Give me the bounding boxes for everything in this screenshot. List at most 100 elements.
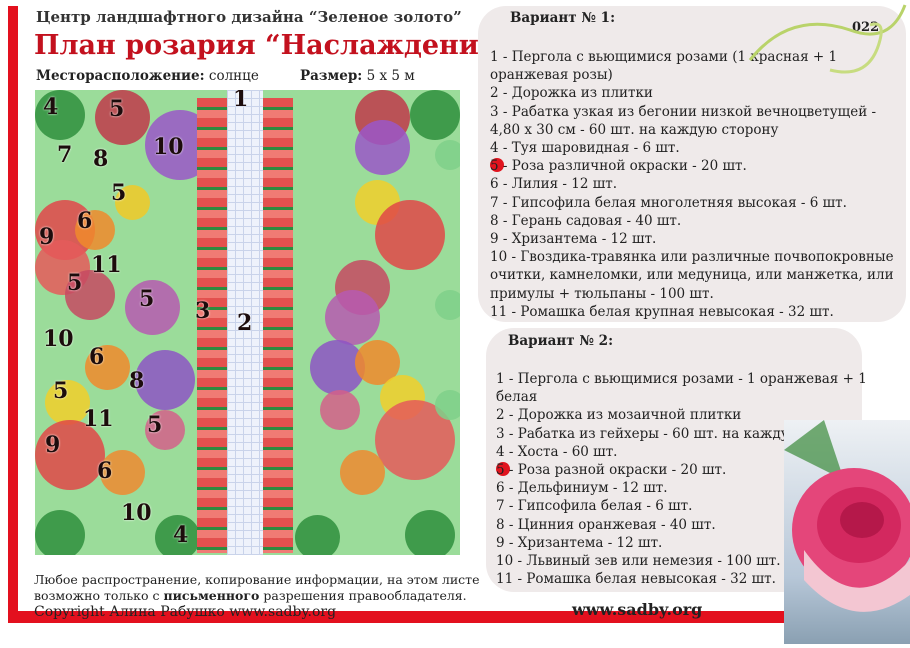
plan-label: 10 [153,134,184,160]
copyright-line-1: Любое распространение, копирование инфор… [34,572,480,587]
list-item: 9 - Хризантема - 12 шт. [490,230,894,248]
list-item-text: 3 - Рабатка узкая из бегонии низкой вечн… [490,103,877,120]
list-item-text: 7 - Гипсофила белая многолетняя высокая … [490,194,847,211]
plant-blob [125,280,180,335]
plant-blob [65,270,115,320]
rose-photo [784,420,910,644]
plan-label: 5 [147,412,163,438]
begonia-border-right [263,98,293,553]
variant-1-list: 1 - Пергола с вьющимися розами (1 красна… [490,48,894,321]
plan-label: 10 [121,500,152,526]
plant-blob [410,90,460,140]
list-item-text: 4 - Туя шаровидная - 6 шт. [490,140,680,157]
list-item-text: 10 - Гвоздика-травянка или различные поч… [490,249,894,266]
list-item: 2 - Дорожка из мозаичной плитки [496,406,867,424]
plan-label: 5 [53,378,69,404]
list-item: оранжевая розы) [490,66,894,84]
location-value: солнце [208,68,259,84]
highlight-dot-icon [496,462,510,477]
list-item: 4 - Туя шаровидная - 6 шт. [490,139,894,157]
list-item-text: 1 - Пергола с вьющимися розами - 1 оранж… [496,371,867,387]
list-item: 4 - Хоста - 60 шт. [496,443,867,461]
plant-blob [35,90,85,140]
list-item-text: примулы + тюльпаны - 100 шт. [490,285,714,302]
list-item: 7 - Гипсофила белая многолетняя высокая … [490,194,894,212]
plan-label: 11 [83,406,114,432]
plant-blob [35,510,85,555]
list-item-text: 6 - Лилия - 12 шт. [490,176,618,193]
variant-1-title: Вариант № 1: [510,10,616,26]
list-item-text: 4 - Хоста - 60 шт. [496,443,618,460]
variant-2-list: 1 - Пергола с вьющимися розами - 1 оранж… [496,370,867,588]
list-item: 3 - Рабатка из гейхеры - 60 шт. на кажду… [496,425,867,443]
list-item: 10 - Гвоздика-травянка или различные поч… [490,248,894,266]
plan-label: 5 [109,96,125,122]
plant-blob [325,290,380,345]
plan-label: 5 [111,180,127,206]
plan-label: 7 [57,142,73,168]
list-item-text: 11 - Ромашка белая крупная невысокая - 3… [490,303,834,320]
list-item: 3 - Рабатка узкая из бегонии низкой вечн… [490,103,894,121]
plant-blob [135,350,195,410]
plant-blob [320,390,360,430]
list-item: 10 - Львиный зев или немезия - 100 шт. [496,552,867,570]
list-item: 1 - Пергола с вьющимися розами (1 красна… [490,48,894,66]
list-item: 4,80 х 30 см - 60 шт. на каждую сторону [490,121,894,139]
plant-blob [295,515,340,555]
list-item-text: очитки, камнеломки, или медуница, или ма… [490,267,894,284]
plan-label: 5 [139,286,155,312]
plant-blob [100,450,145,495]
list-item: белая [496,388,867,406]
plan-label: 4 [43,94,59,120]
list-item: 6 - Лилия - 12 шт. [490,175,894,193]
list-item: 2 - Дорожка из плитки [490,84,894,102]
copyright-bold: письменного [163,588,260,603]
plan-label: 9 [45,432,61,458]
plant-blob [145,410,185,450]
plan-label: 8 [129,368,145,394]
list-item: очитки, камнеломки, или медуница, или ма… [490,266,894,284]
variant-2-title: Вариант № 2: [508,333,614,349]
plan-label: 10 [43,326,74,352]
plan-label: 2 [237,310,253,336]
plant-blob [35,420,105,490]
list-item-text: 9 - Хризантема - 12 шт. [496,534,663,551]
copyright-text: возможно только с [34,588,164,603]
plant-blob [75,210,115,250]
organization-name: Центр ландшафтного дизайна “Зеленое золо… [36,8,462,26]
list-item-text: 4,80 х 30 см - 60 шт. на каждую сторону [490,121,779,138]
list-item-text: 10 - Львиный зев или немезия - 100 шт. [496,553,781,570]
plant-blob [435,390,460,420]
list-item-text: 9 - Хризантема - 12 шт. [490,231,657,248]
copyright-notice: Любое распространение, копирование инфор… [34,572,479,620]
location: Месторасположение: солнце [36,68,259,84]
plan-label: 8 [93,146,109,172]
size: Размер: 5 х 5 м [300,68,415,84]
plan-label: 6 [77,208,93,234]
list-item: 6 - Дельфиниум - 12 шт. [496,479,867,497]
plan-label: 5 [67,270,83,296]
list-item-text: оранжевая розы) [490,67,613,84]
website-link[interactable]: www.sadby.org [572,600,703,619]
list-item-text: 8 - Цинния оранжевая - 40 шт. [496,516,716,533]
plant-blob [435,140,460,170]
plan-label: 6 [97,458,113,484]
list-item-text: 2 - Дорожка из плитки [490,85,653,102]
copyright-line-3: Copyright Алина Рабушко www.sadby.org [34,604,337,620]
list-item: примулы + тюльпаны - 100 шт. [490,285,894,303]
plant-blob [45,380,90,425]
list-item-text: 8 - Герань садовая - 40 шт. [490,212,682,229]
highlight-dot-icon [490,158,504,173]
variant-1-panel: Вариант № 1: 1 - Пергола с вьющимися роз… [478,6,906,322]
list-item-text: 5 - Роза различной окраски - 20 шт. [490,158,747,175]
plant-blob [355,120,410,175]
plan-label: 9 [39,224,55,250]
red-border-horizontal [8,611,784,623]
plan-label: 4 [173,522,189,548]
location-label: Месторасположение: [36,68,205,84]
list-item: 7 - Гипсофила белая - 6 шт. [496,497,867,515]
list-item: 8 - Герань садовая - 40 шт. [490,212,894,230]
red-border-vertical [8,6,18,623]
plan-label: 3 [195,298,211,324]
list-item: 5 - Роза разной окраски - 20 шт. [496,461,867,479]
